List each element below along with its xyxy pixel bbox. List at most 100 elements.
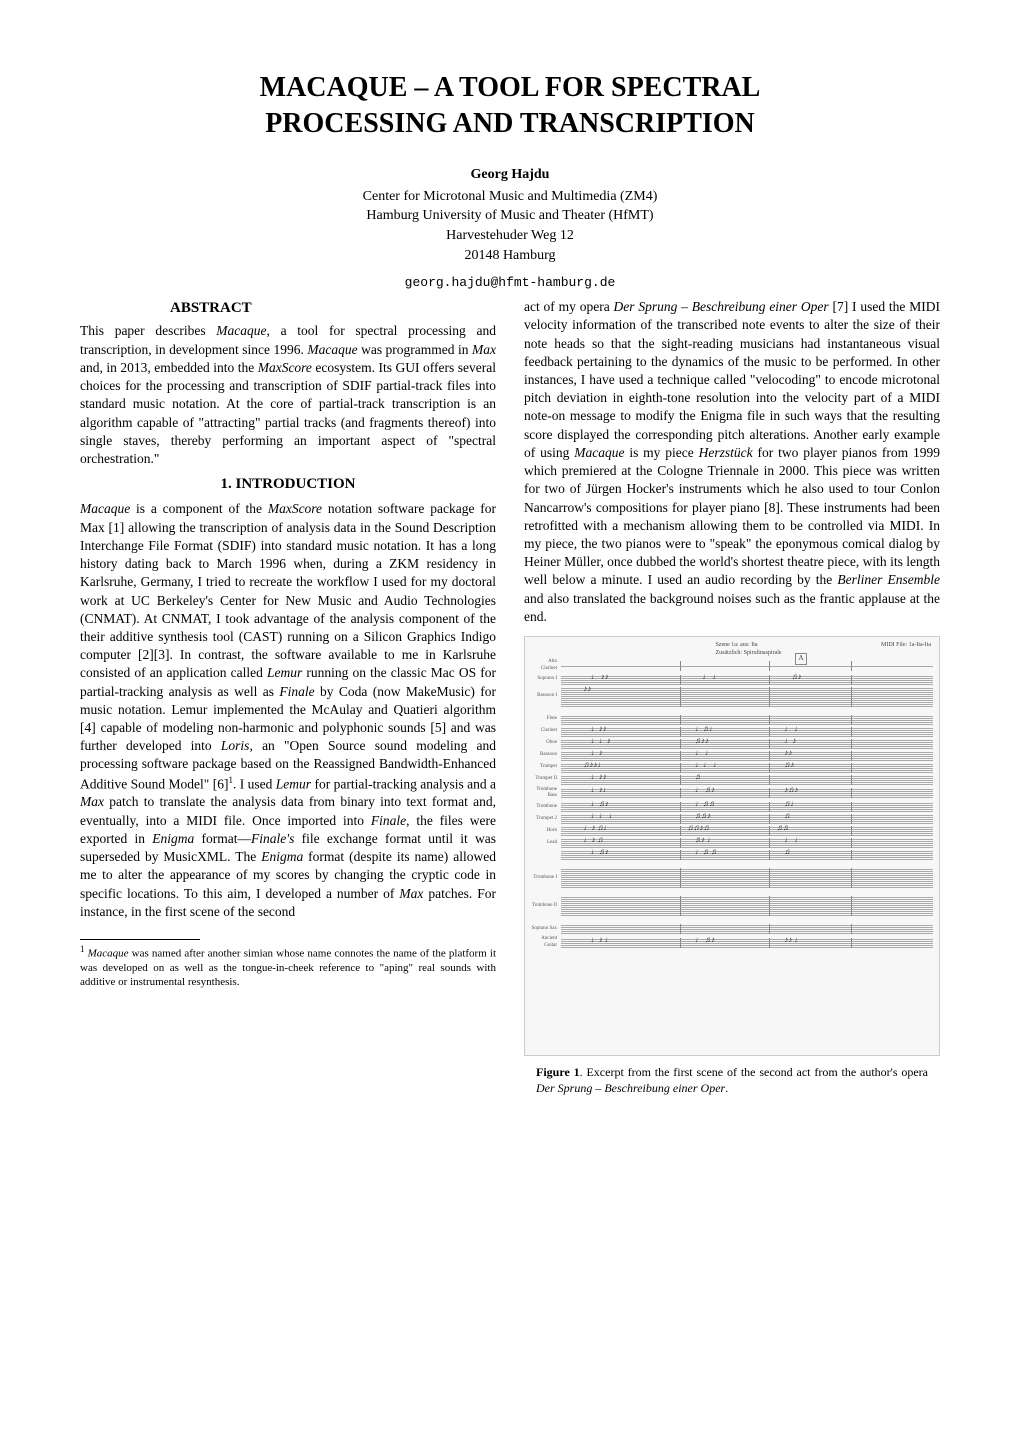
barline <box>769 924 770 934</box>
note-cluster: ♩♪ <box>591 749 603 757</box>
staff-label: Flute <box>531 716 561 723</box>
right-column: act of my opera Der Sprung – Beschreibun… <box>524 298 940 1096</box>
staff-row: Bassoon I♪♪ <box>531 687 933 707</box>
staff-lines: ♩♫♪♩♫ ♫♫ <box>561 850 933 860</box>
staff-lines <box>561 896 933 916</box>
staff-lines: ♩♩ ♩♫♫♪♫ <box>561 814 933 824</box>
introduction-text-left: Macaque is a component of the MaxScore n… <box>80 500 496 921</box>
staff-label: Trombone Bass <box>531 787 561 801</box>
staff-row: Trombone I <box>531 868 933 888</box>
note-cluster: ♩ ♩ <box>695 749 713 757</box>
staff-label: Clarinet <box>531 728 561 735</box>
staff-label: Horn <box>531 828 561 835</box>
note-cluster: ♪♪ ♩ <box>784 936 802 944</box>
barline <box>769 675 770 685</box>
staff-lines <box>561 661 933 671</box>
affiliation-line-2: Hamburg University of Music and Theater … <box>366 208 653 223</box>
barline <box>769 850 770 860</box>
staff-lines: ♩♪ ♩ ♩ ♪♪ <box>561 751 933 761</box>
barline <box>851 788 852 798</box>
barline <box>680 814 681 824</box>
score-header-right: MIDI File: 1a-Ita-Ita <box>881 641 931 649</box>
affiliation-line-3: Harvestehuder Weg 12 <box>446 228 574 243</box>
barline <box>769 938 770 948</box>
barline <box>851 826 852 836</box>
note-cluster: ♩ ♩ <box>784 836 802 844</box>
barline <box>851 727 852 737</box>
note-cluster: ♩♪♩ <box>591 786 611 794</box>
barline <box>851 814 852 824</box>
staff-lines: ♪♪ <box>561 687 933 707</box>
barline <box>680 896 681 916</box>
figure-1-caption-suffix: . <box>725 1081 728 1095</box>
note-cluster: ♪♫♪ <box>784 786 798 794</box>
abstract-text: This paper describes Macaque, a tool for… <box>80 322 496 468</box>
figure-1-caption: Figure 1. Excerpt from the first scene o… <box>524 1064 940 1096</box>
barline <box>769 868 770 888</box>
barline <box>680 850 681 860</box>
barline <box>680 838 681 848</box>
barline <box>680 775 681 785</box>
note-cluster: ♩ ♪♪ <box>591 673 609 681</box>
author-email: georg.hajdu@hfmt-hamburg.de <box>80 275 940 290</box>
staff-row: Trumpet II♩♪♪♫ <box>531 775 933 785</box>
barline <box>851 850 852 860</box>
note-cluster: ♫♫♪♫ <box>687 824 709 832</box>
staff-lines <box>561 924 933 934</box>
barline <box>680 802 681 812</box>
barline <box>680 763 681 773</box>
barline <box>851 715 852 725</box>
barline <box>851 661 852 671</box>
barline <box>769 751 770 761</box>
note-cluster: ♩♫♩ <box>695 725 717 733</box>
staff-label: Ancient Guitar <box>531 936 561 950</box>
staff-row: Trombone Bass♩♪♩♩ ♫♪♪♫♪ <box>531 787 933 801</box>
note-cluster: ♩♪♪ <box>591 773 607 781</box>
barline <box>680 788 681 798</box>
footnote-marker: 1 <box>80 944 85 954</box>
barline <box>769 896 770 916</box>
staff-row: Soprano Sax <box>531 924 933 934</box>
staff-label: Trumpet <box>531 764 561 771</box>
barline <box>851 751 852 761</box>
figure-1-score-image: Szene 1a: aus: Ita Zusätzlich: Spirulina… <box>524 636 940 1056</box>
note-cluster: ♪♪ <box>784 749 792 757</box>
note-cluster: ♫♩ <box>784 800 798 808</box>
affiliation-line-4: 20148 Hamburg <box>464 248 555 263</box>
staff-lines: ♩♪ ♫♫♪ ♩♩ ♩ <box>561 838 933 848</box>
note-cluster: ♩♪ ♫♩ <box>583 824 611 832</box>
staff-lines: ♩♪ ♫♩♫♫♪♫♫♫ <box>561 826 933 836</box>
barline <box>680 727 681 737</box>
barline <box>769 661 770 671</box>
note-cluster: ♫♪♪♩ <box>583 761 605 769</box>
staff-row: Soprano I♩ ♪♪♩ ♩♫♪ <box>531 675 933 685</box>
staff-label: Lead <box>531 840 561 847</box>
note-cluster: ♩♩ ♩ <box>695 761 721 769</box>
staff-label: Trombone II <box>531 903 561 910</box>
barline <box>680 924 681 934</box>
barline <box>851 924 852 934</box>
staff-lines: ♩♪ ♩♩ ♫♪♪♪ ♩ <box>561 938 933 948</box>
staff-lines: ♫♪♪♩♩♩ ♩♫♪ <box>561 763 933 773</box>
score-header-left: Szene 1a: aus: Ita Zusätzlich: Spirulina… <box>715 641 781 657</box>
note-cluster: ♫♪ ♩ <box>695 836 715 844</box>
note-cluster: ♩♫ ♫ <box>695 848 717 856</box>
barline <box>769 727 770 737</box>
note-cluster: ♩♫♫ <box>695 800 715 808</box>
author-name: Georg Hajdu <box>80 167 940 183</box>
barline <box>769 775 770 785</box>
barline <box>769 763 770 773</box>
note-cluster: ♩♩ ♩ <box>591 812 617 820</box>
note-cluster: ♩ ♩ <box>702 673 720 681</box>
affiliation-line-1: Center for Microtonal Music and Multimed… <box>363 189 658 204</box>
figure-1: Szene 1a: aus: Ita Zusätzlich: Spirulina… <box>524 636 940 1096</box>
title-line-2: PROCESSING AND TRANSCRIPTION <box>265 108 755 139</box>
barline <box>851 775 852 785</box>
barline <box>851 938 852 948</box>
note-cluster: ♫ <box>695 773 701 781</box>
staff-label: Soprano I <box>531 676 561 683</box>
barline <box>851 838 852 848</box>
staff-label: Trombone I <box>531 875 561 882</box>
barline <box>680 687 681 707</box>
note-cluster: ♪♪ <box>583 685 591 693</box>
